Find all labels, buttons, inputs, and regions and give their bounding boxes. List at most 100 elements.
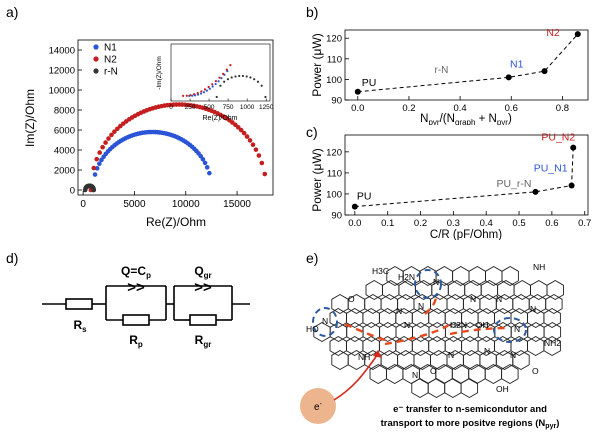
y-tick-label: 90 xyxy=(331,211,342,222)
data-point-n2 xyxy=(109,132,114,138)
data-point-n2 xyxy=(250,142,256,147)
x-tick-label: 0 xyxy=(80,199,86,210)
hex-ring xyxy=(397,349,415,371)
hex-ring xyxy=(329,307,347,329)
hex-ring xyxy=(501,363,519,385)
panel-label-e: e) xyxy=(306,250,319,266)
nyquist-chart: 0 5000 10000 150000200040006000800010000120… xyxy=(23,39,274,229)
hex-ring xyxy=(369,363,387,385)
inset-point-r-n xyxy=(256,80,260,83)
inset-x-tick-label: 0 xyxy=(169,104,173,111)
y-tick-label: 100 xyxy=(326,189,342,200)
trend-polyline xyxy=(354,147,574,208)
panel-label-d: d) xyxy=(6,250,19,266)
data-point xyxy=(532,188,539,195)
y-tick-label: 120 xyxy=(326,147,342,158)
hex-ring xyxy=(543,321,562,343)
panel-label-a: a) xyxy=(6,4,19,20)
inset-x-tick-label: 250 xyxy=(185,104,196,111)
point-label: PU_N1 xyxy=(534,163,568,175)
pyridinic-highlights xyxy=(312,269,527,343)
panel-label-b: b) xyxy=(306,4,319,20)
inset-point-r-n xyxy=(249,76,252,79)
data-point-n1 xyxy=(200,156,206,162)
inset-point-r-n xyxy=(264,95,267,99)
atom-label: OH xyxy=(496,384,509,394)
atom-label: H2N xyxy=(398,272,415,282)
hex-ring xyxy=(527,335,545,357)
cpe-p-symbol: >> xyxy=(127,279,145,296)
y-tick-label: 12000 xyxy=(49,66,75,77)
data-point-n2 xyxy=(103,140,108,145)
rp-label: Rp xyxy=(129,333,143,349)
data-point-n2 xyxy=(112,129,117,134)
highlight-left xyxy=(312,307,338,337)
x-tick-label: 0.0 xyxy=(348,218,361,229)
y-tick-label: 0 xyxy=(70,186,75,197)
axis-ticks: 0 5000 10000 150000200040006000800010000120… xyxy=(49,46,252,211)
electron-source xyxy=(300,388,336,424)
q-gr-label: Qgr xyxy=(194,264,211,280)
panel-label-c: c) xyxy=(306,124,318,140)
data-point-n2 xyxy=(106,136,111,141)
hex-ring xyxy=(413,349,431,371)
x-tick-label: 0.7 xyxy=(578,218,591,229)
atom-label: N xyxy=(496,294,502,304)
data-point-n1 xyxy=(99,157,104,163)
point-label: PU_N2 xyxy=(541,132,575,144)
y-tick-label: 6000 xyxy=(54,126,75,137)
point-label: N2 xyxy=(546,27,560,39)
legend-marker-rn xyxy=(93,68,99,74)
data-point-n2 xyxy=(253,147,259,152)
data-point-n2 xyxy=(94,156,100,162)
atom-label: NH2 xyxy=(544,338,561,348)
hex-ring xyxy=(512,349,530,371)
inset-point-n1 xyxy=(205,89,208,92)
arrowhead xyxy=(373,350,382,358)
inset-point-n1 xyxy=(202,91,206,94)
inset-point-n2 xyxy=(214,80,217,83)
atom-label: N xyxy=(433,277,439,287)
x-tick-label: 0.1 xyxy=(381,218,394,229)
inset-point-n1 xyxy=(217,80,220,83)
data-point-n2 xyxy=(238,127,244,133)
highlight-right xyxy=(493,317,527,343)
atom-label: N xyxy=(404,320,410,330)
data-point xyxy=(354,88,361,95)
atom-label: N xyxy=(510,350,516,360)
x-tick-label: 0.8 xyxy=(556,103,569,114)
data-point xyxy=(541,68,548,75)
atom-label: N xyxy=(448,350,454,360)
x-tick-label: 15000 xyxy=(223,199,251,210)
data-point-n2 xyxy=(259,160,265,166)
caption-line-1: e⁻ transfer to n-semicondutor and xyxy=(393,404,547,415)
inset-point-n2 xyxy=(207,85,210,89)
inset-x-tick-label: 750 xyxy=(223,104,234,111)
hex-ring xyxy=(468,363,486,385)
inset-point-r-n xyxy=(260,84,263,87)
x-axis-label: Re(Z)/Ohm xyxy=(146,215,206,229)
inset-point-n1 xyxy=(220,77,223,80)
hex-ring xyxy=(543,307,561,329)
atom-label: N xyxy=(412,370,418,380)
data-point-n2 xyxy=(244,134,250,139)
hex-ring xyxy=(378,307,397,329)
electron-transport-path xyxy=(341,295,506,346)
axis-ticks: 0.0 0.1 0.2 0.3 0.4 0.5 0.6 0.7 90 100 110 120 xyxy=(326,147,591,229)
hex-ring xyxy=(380,349,399,371)
x-tick-label: 0.5 xyxy=(512,218,525,229)
inset-point-r-n xyxy=(226,78,230,81)
inset-point-r-n xyxy=(253,78,256,81)
atom-label: NH xyxy=(533,262,545,272)
atom-label: N xyxy=(514,324,520,334)
atom-label: O xyxy=(348,294,355,304)
inset-point-r-n xyxy=(219,84,222,87)
plot-frame xyxy=(344,29,589,101)
y-tick-label: 10000 xyxy=(49,86,75,97)
inset-ticks: 0 250 500 750 1000 1250 xyxy=(169,98,274,111)
legend-label-n1: N1 xyxy=(104,43,117,54)
electron-injection-arrow xyxy=(333,353,379,401)
